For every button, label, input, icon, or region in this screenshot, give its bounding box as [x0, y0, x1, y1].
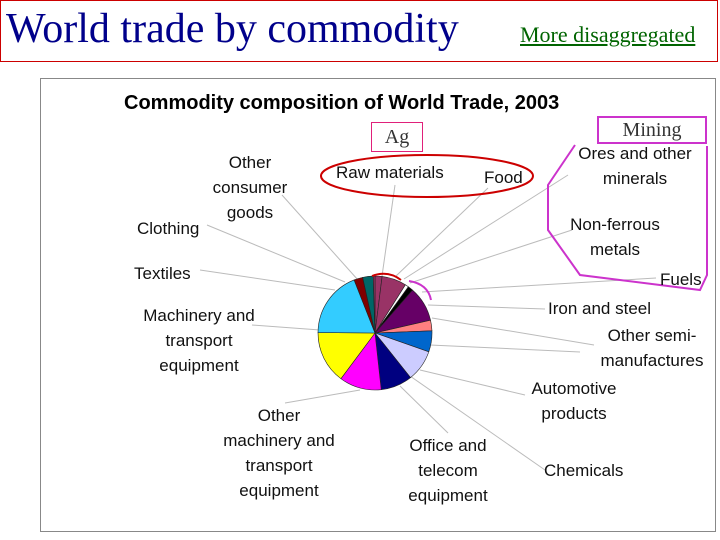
label-other-semi-manufactures: Other semi-manufactures — [600, 326, 704, 370]
leader-line — [429, 344, 581, 353]
pie-slices — [317, 275, 433, 391]
leader-line — [409, 229, 573, 284]
leader-line — [419, 369, 526, 396]
label-iron-steel: Iron and steel — [548, 299, 652, 318]
label-ores-minerals: Ores and other minerals — [578, 144, 692, 188]
leader-line — [281, 194, 359, 281]
label-food: Food — [484, 168, 523, 187]
label-office-telecom: Office and telecom equipment — [408, 436, 488, 505]
label-automotive-products: Automotive products — [531, 379, 617, 423]
leader-line — [199, 269, 336, 291]
chart-frame — [40, 78, 716, 532]
leader-line — [403, 174, 569, 280]
label-other-machinery: Other machinery and transport equipment — [223, 406, 335, 500]
leader-lines — [199, 174, 657, 471]
slide-header — [0, 0, 718, 62]
leader-line — [409, 375, 546, 471]
pie-slice-other-machinery-and-transport-equipment — [317, 332, 376, 380]
slide-title: World trade by commodity — [6, 6, 459, 52]
leader-line — [431, 317, 595, 346]
leader-line — [284, 389, 361, 404]
leader-line — [206, 224, 346, 283]
label-clothing: Clothing — [137, 219, 200, 238]
label-raw-materials: Raw materials — [336, 163, 444, 182]
more-disaggregated-link[interactable]: More disaggregated — [520, 22, 696, 47]
label-textiles: Textiles — [134, 264, 191, 283]
leader-line — [395, 187, 489, 277]
mining-annotation-bracket — [547, 144, 708, 292]
mining-annotation: Mining — [597, 116, 707, 144]
label-other-consumer-goods: Other consumer goods — [212, 153, 288, 222]
label-non-ferrous-metals: Non-ferrous metals — [570, 215, 660, 259]
label-chemicals: Chemicals — [544, 461, 624, 480]
label-fuels: Fuels — [660, 270, 702, 289]
ag-pie-bracket — [371, 272, 402, 281]
leader-line — [251, 324, 321, 331]
leader-line — [427, 304, 546, 310]
leader-line — [381, 184, 396, 277]
leader-line — [399, 385, 449, 434]
pie-slice-machinery-and-transport-equipment — [317, 279, 376, 334]
ag-annotation-circle — [320, 154, 534, 198]
label-machinery-transport: Machinery and transport equipment — [143, 306, 255, 375]
ag-annotation: Ag — [371, 122, 423, 152]
mining-pie-bracket — [408, 280, 432, 301]
chart-title: Commodity composition of World Trade, 20… — [124, 92, 560, 114]
